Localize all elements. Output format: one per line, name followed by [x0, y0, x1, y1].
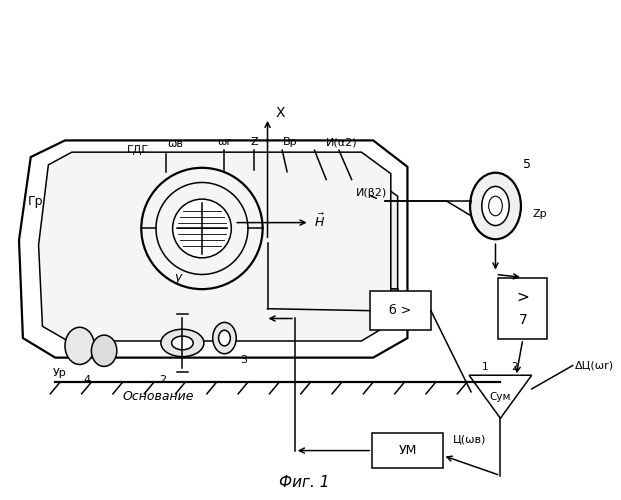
Ellipse shape	[161, 330, 204, 356]
Text: Гр: Гр	[28, 194, 43, 207]
Ellipse shape	[470, 172, 521, 239]
Text: УМ: УМ	[398, 444, 417, 457]
Text: 3: 3	[240, 354, 248, 364]
Bar	[499, 278, 547, 339]
Polygon shape	[60, 172, 397, 289]
Text: Ц(ωв): Ц(ωв)	[452, 434, 486, 444]
Text: Zр: Zр	[533, 209, 547, 219]
Polygon shape	[39, 152, 391, 341]
Text: ГДГ: ГДГ	[127, 145, 149, 155]
Text: 2: 2	[159, 375, 166, 385]
Text: Основание: Основание	[122, 390, 194, 404]
Text: 2: 2	[510, 362, 517, 372]
Ellipse shape	[219, 330, 230, 346]
Text: $\vec{H}$: $\vec{H}$	[314, 213, 325, 230]
Text: 1: 1	[481, 362, 488, 372]
Text: Ур: Ур	[53, 368, 67, 378]
Ellipse shape	[213, 322, 236, 354]
Text: >: >	[517, 290, 529, 304]
Text: ΔЦ(ωr): ΔЦ(ωr)	[575, 360, 614, 370]
Text: Сум: Сум	[490, 392, 511, 402]
Bar	[370, 291, 431, 330]
Text: 4: 4	[84, 375, 91, 385]
Text: X: X	[275, 106, 285, 120]
Ellipse shape	[65, 328, 94, 364]
Polygon shape	[60, 289, 397, 301]
Ellipse shape	[482, 186, 509, 226]
Ellipse shape	[91, 335, 117, 366]
Text: И(α2): И(α2)	[326, 138, 358, 147]
Bar	[372, 434, 443, 468]
Text: 7: 7	[519, 314, 527, 328]
Polygon shape	[469, 375, 532, 418]
Text: y: y	[174, 271, 181, 284]
Text: Вр: Вр	[283, 138, 297, 147]
Circle shape	[173, 199, 231, 258]
Ellipse shape	[171, 336, 193, 350]
Text: ωr: ωr	[217, 138, 232, 147]
Text: Фиг. 1: Фиг. 1	[279, 476, 330, 490]
Text: Z: Z	[250, 138, 258, 147]
Text: 5: 5	[523, 158, 531, 172]
Text: б >: б >	[389, 304, 412, 317]
Text: И(β2): И(β2)	[356, 188, 387, 198]
Text: ωв: ωв	[168, 140, 183, 149]
